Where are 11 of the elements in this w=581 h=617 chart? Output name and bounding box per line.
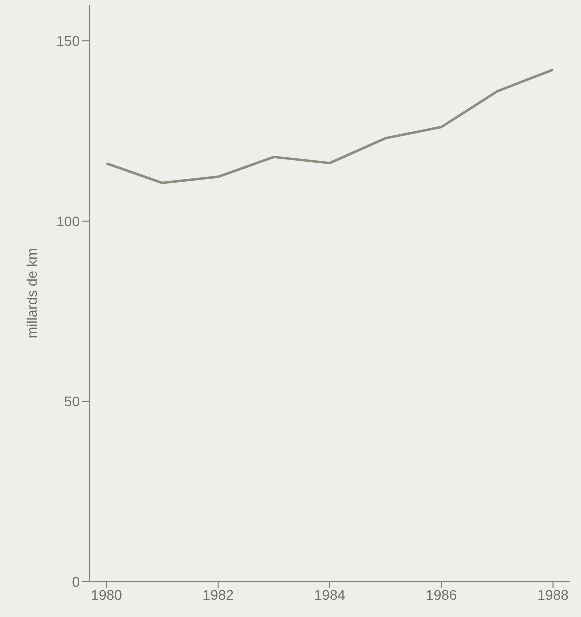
line-series xyxy=(105,68,555,184)
y-tick-label: 150 xyxy=(56,33,80,50)
x-tick-label: 1982 xyxy=(202,586,234,603)
y-tick-label: 100 xyxy=(56,213,80,230)
x-tick-label: 1986 xyxy=(426,586,458,603)
y-axis-title: millards de km xyxy=(24,248,40,339)
x-tick-label: 1980 xyxy=(91,586,123,603)
x-tick-label: 1988 xyxy=(538,586,570,603)
y-tick-label: 0 xyxy=(72,574,80,590)
x-tick-label: 1984 xyxy=(314,586,346,603)
y-tick-label: 50 xyxy=(64,394,80,410)
